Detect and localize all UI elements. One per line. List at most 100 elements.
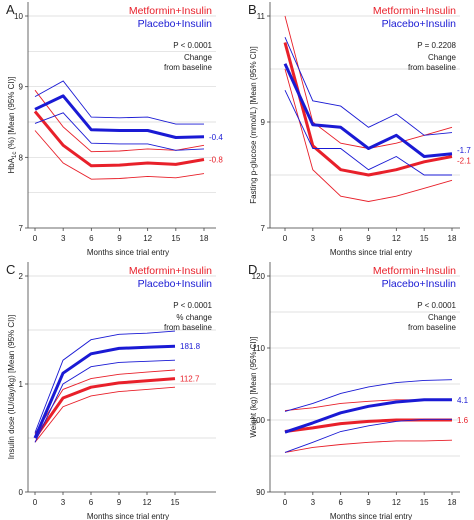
x-tick-label: 3 [61, 498, 66, 507]
legend-entry: Placebo+Insulin [382, 278, 457, 290]
x-tick-label: 6 [338, 498, 343, 507]
x-tick-label: 9 [366, 498, 371, 507]
metformin-ci-upper-line [284, 15, 453, 149]
series-end-label: 112.7 [180, 375, 200, 384]
x-tick-label: 15 [420, 498, 429, 507]
p-value-text: P < 0.0001 [173, 41, 212, 50]
metformin-ci-lower-line [284, 439, 453, 453]
x-tick-label: 3 [61, 234, 66, 243]
series-end-label: 4.1 [457, 396, 469, 405]
legend-entry: Metformin+Insulin [129, 5, 212, 17]
panel-label: A [6, 2, 15, 17]
annotation-text: from baseline [408, 63, 457, 72]
x-tick-label: 12 [392, 498, 401, 507]
y-tick-label: 7 [261, 224, 266, 233]
x-tick-label: 0 [33, 234, 38, 243]
metformin-ci-lower-line [34, 130, 205, 180]
y-tick-label: 100 [252, 416, 266, 425]
placebo-ci-upper-line [284, 37, 453, 136]
series-end-label: -0.8 [209, 155, 223, 164]
x-tick-label: 12 [392, 234, 401, 243]
series-end-label: 181.8 [180, 342, 201, 351]
placebo-ci-upper-line [284, 379, 453, 412]
annotation-text: Change [428, 313, 457, 322]
y-tick-label: 120 [252, 272, 266, 281]
y-axis-label-prefix: HbA [7, 157, 16, 173]
x-axis-label: Months since trial entry [330, 512, 412, 520]
x-axis-label: Months since trial entry [330, 248, 412, 257]
x-tick-label: 15 [171, 234, 180, 243]
y-axis-label: HbA1c (%) [Mean (95% CI)] [7, 76, 18, 173]
series-end-label: -1.7 [457, 146, 471, 155]
y-tick-label: 110 [252, 344, 265, 353]
placebo-ci-lower-line [34, 359, 176, 443]
x-tick-label: 0 [33, 498, 38, 507]
y-tick-label: 9 [19, 83, 24, 92]
placebo-mean-line [33, 344, 176, 439]
legend-entry: Metformin+Insulin [373, 5, 456, 17]
metformin-ci-lower-line [284, 68, 453, 202]
panel-label: C [6, 262, 15, 277]
legend-entry: Metformin+Insulin [129, 265, 212, 277]
y-tick-label: 2 [19, 272, 24, 281]
legend-entry: Metformin+Insulin [373, 265, 456, 277]
y-tick-label: 10 [14, 12, 23, 21]
annotation-text: Change [428, 53, 457, 62]
p-value-text: P < 0.0001 [173, 301, 212, 310]
annotation-text: from baseline [164, 63, 213, 72]
series-end-label: -2.1 [457, 156, 471, 165]
annotation-text: from baseline [408, 323, 457, 332]
x-tick-label: 18 [448, 234, 457, 243]
x-tick-label: 3 [311, 234, 316, 243]
y-tick-label: 7 [19, 224, 24, 233]
y-axis-label-suffix: (%) [Mean (95% CI)] [7, 76, 16, 151]
x-tick-label: 9 [117, 498, 122, 507]
y-axis-label: Fasting p-glucose (mmol/L) [Mean (95% CI… [249, 46, 258, 203]
placebo-ci-lower-line [284, 418, 452, 453]
x-tick-label: 0 [283, 498, 288, 507]
annotation-text: Change [184, 53, 213, 62]
series-end-label: 1.6 [457, 416, 469, 425]
legend-entry: Placebo+Insulin [382, 18, 457, 30]
x-tick-label: 15 [420, 234, 429, 243]
x-tick-label: 18 [448, 498, 457, 507]
x-tick-label: 12 [143, 234, 152, 243]
legend-entry: Placebo+Insulin [138, 278, 213, 290]
metformin-mean-line [33, 110, 205, 168]
x-axis-label: Months since trial entry [87, 512, 169, 520]
panel-b: 7 9 11 0 3 6 9 12 15 18 Months since trial entry Fa… [248, 2, 471, 257]
y-tick-label: 90 [256, 488, 265, 497]
x-tick-label: 18 [200, 234, 209, 243]
y-tick-label: 0 [19, 488, 24, 497]
panel-label: D [248, 262, 257, 277]
placebo-ci-upper-line [34, 80, 204, 125]
p-value-text: P < 0.0001 [417, 301, 456, 310]
placebo-ci-lower-line [34, 112, 205, 151]
panel-d: 90 100 110 120 0 3 6 9 12 15 18 Months since trial … [248, 262, 469, 520]
y-axis-label: Weight (kg) [Mean (95% CI)] [249, 336, 258, 437]
series-end-label: -0.4 [209, 133, 223, 142]
annotation-text: from baseline [164, 323, 213, 332]
placebo-ci-upper-line [34, 330, 176, 433]
y-axis-label: Insulin dose (IU/day/kg) [Mean (95% CI)] [7, 315, 16, 460]
y-tick-label: 11 [257, 12, 266, 21]
placebo-mean-line [34, 94, 205, 139]
metformin-mean-line [283, 42, 453, 177]
p-value-text: P = 0.2208 [417, 41, 456, 50]
x-tick-label: 6 [338, 234, 343, 243]
x-tick-label: 9 [366, 234, 371, 243]
x-tick-label: 12 [143, 498, 152, 507]
y-tick-label: 9 [261, 118, 266, 127]
metformin-mean-line [33, 377, 176, 439]
annotation-text: % change [176, 313, 212, 322]
placebo-ci-lower-line [284, 90, 452, 176]
metformin-mean-line [284, 418, 452, 433]
metformin-ci-upper-line [34, 369, 176, 434]
x-tick-label: 6 [89, 234, 94, 243]
metformin-ci-lower-line [34, 386, 176, 443]
x-axis-label: Months since trial entry [87, 248, 169, 257]
panel-label: B [248, 2, 257, 17]
y-tick-label: 1 [19, 380, 24, 389]
y-tick-label: 8 [19, 153, 24, 162]
